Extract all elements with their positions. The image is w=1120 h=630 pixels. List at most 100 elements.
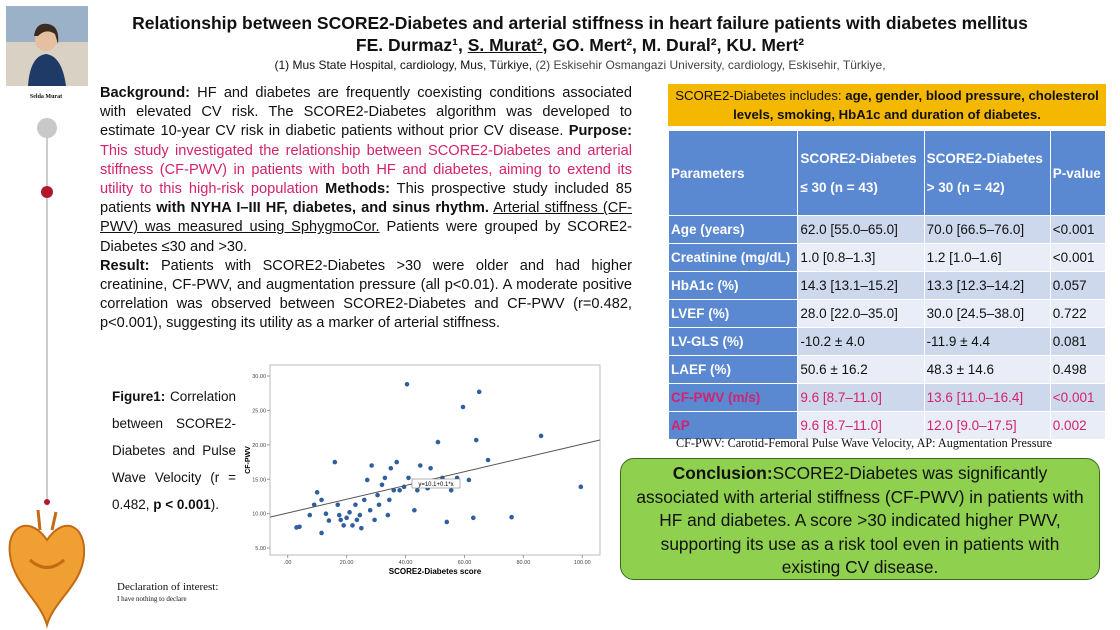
point <box>294 525 299 530</box>
text-run: Conclusion: <box>672 463 773 483</box>
point <box>509 514 514 520</box>
figure-caption: Figure1: Correlation between SCORE2-Diab… <box>112 383 236 518</box>
annotation: y=10.1+0.1*x <box>418 482 453 488</box>
text-run: SCORE2-Diabetes was significantly associ… <box>636 463 1084 577</box>
table-cell: 1.2 [1.0–1.6] <box>923 243 1051 272</box>
table-row: HbA1c (%) 14.3 [13.1–15.2] 13.3 [12.3–14.2… <box>667 271 1107 300</box>
point <box>361 497 367 503</box>
point <box>379 482 385 488</box>
point <box>335 502 341 508</box>
point <box>336 512 342 518</box>
point <box>385 512 391 518</box>
text-run: Figure1: <box>112 389 166 404</box>
text-run: age, gender, blood pressure, cholesterol… <box>733 88 1099 122</box>
table-cell: 14.3 [13.1–15.2] <box>797 271 925 300</box>
point <box>578 484 584 490</box>
table-head: Parameters SCORE2-Diabetes ≤ 30 (n = 43) SC… <box>667 130 1107 216</box>
table-row: AP 9.6 [8.7–11.0] 12.0 [9.0–17.5] 0.002 <box>667 411 1107 440</box>
point <box>391 487 397 493</box>
table-cell: AP <box>667 411 799 440</box>
text-run: (2) Eskisehir Osmangazi University, card… <box>535 58 886 72</box>
table-cell: 50.6 ± 16.2 <box>797 355 925 384</box>
declaration: Declaration of interest: I have nothing … <box>117 581 218 603</box>
table-cell: -11.9 ± 4.4 <box>923 327 1051 356</box>
point <box>353 502 358 508</box>
header-line: P-value <box>1052 165 1101 181</box>
point <box>364 477 370 483</box>
point <box>344 515 349 521</box>
point <box>332 459 338 465</box>
point <box>354 517 360 523</box>
point <box>460 404 466 410</box>
point <box>538 433 544 439</box>
header-cell: SCORE2-Diabetes ≤ 30 (n = 43) <box>797 130 925 216</box>
declaration-text: I have nothing to declare <box>117 595 187 603</box>
point <box>319 497 324 503</box>
point <box>417 463 423 468</box>
affiliations: (1) Mus State Hospital, cardiology, Mus,… <box>80 58 1080 72</box>
table-cell: 0.722 <box>1049 299 1107 328</box>
header-line: ≤ 30 (n = 43) <box>800 180 878 195</box>
table-cell: 9.6 [8.7–11.0] <box>797 411 925 440</box>
point <box>382 475 388 481</box>
x-tick-label: 100.00 <box>574 560 591 566</box>
point <box>319 530 324 536</box>
poster-title: Relationship between SCORE2-Diabetes and… <box>132 13 1028 33</box>
point <box>388 465 394 471</box>
point <box>338 517 344 523</box>
point <box>326 518 332 523</box>
table-row: Age (years) 62.0 [55.0–65.0] 70.0 [66.5–76… <box>667 215 1107 244</box>
table-cell: 62.0 [55.0–65.0] <box>797 215 925 244</box>
point <box>412 507 417 513</box>
header-cell: SCORE2-Diabetes > 30 (n = 42) <box>923 130 1051 216</box>
table-cell: -10.2 ± 4.0 <box>797 327 925 356</box>
point <box>311 502 317 508</box>
text-run: Patients were grouped by SCORE2-Diabetes… <box>100 219 632 255</box>
table-cell: 70.0 [66.5–76.0] <box>923 215 1051 244</box>
table-cell: 13.3 [12.3–14.2] <box>923 271 1051 300</box>
table-cell: 48.3 ± 14.6 <box>923 355 1051 384</box>
table-cell: 1.0 [0.8–1.3] <box>797 243 925 272</box>
table-cell: <0.001 <box>1049 383 1107 412</box>
text-run: with NYHA I–III HF, diabetes, and sinus … <box>156 200 489 217</box>
x-tick-label: 40.00 <box>399 560 413 566</box>
authors: FE. Durmaz¹, S. Murat², GO. Mert², M. Du… <box>80 35 1080 56</box>
table-cell: CF-PWV (m/s) <box>667 383 799 412</box>
table-cell: 0.057 <box>1049 271 1107 300</box>
heart-vessels <box>29 509 65 569</box>
point <box>444 519 450 525</box>
table-cell: LAEF (%) <box>667 355 799 384</box>
table-cell: 9.6 [8.7–11.0] <box>797 383 925 412</box>
x-tick-label: .00 <box>284 560 292 566</box>
point <box>323 511 329 516</box>
text-run: HF and diabetes are frequently coexistin… <box>100 85 632 140</box>
conclusion: Conclusion:SCORE2-Diabetes was significa… <box>620 458 1100 580</box>
point <box>359 525 364 531</box>
point <box>375 492 380 498</box>
heart-illustration <box>8 524 86 629</box>
abstract-paragraph: Background: HF and diabetes are frequent… <box>100 84 632 257</box>
point <box>448 487 454 493</box>
photo-body <box>28 54 66 86</box>
header-cell: Parameters <box>667 130 799 216</box>
abstract: Background: HF and diabetes are frequent… <box>100 84 632 334</box>
x-tick-label: 20.00 <box>340 560 354 566</box>
y-axis-label: CF-PWV <box>245 446 252 474</box>
table-row: CF-PWV (m/s) 9.6 [8.7–11.0] 13.6 [11.0–16.… <box>667 383 1107 412</box>
text-run: SCORE2-Diabetes includes: <box>675 88 846 103</box>
x-tick-label: 80.00 <box>517 560 531 566</box>
annotation-box <box>411 478 461 489</box>
text-run: Result: <box>100 257 150 274</box>
table-cell: 13.6 [11.0–16.4] <box>923 383 1051 412</box>
banner: SCORE2-Diabetes includes: age, gender, b… <box>668 84 1106 126</box>
scatter-chart: 5.00 10.00 15.00 20.00 25.00 30.00 .00 20.00 40.… <box>245 364 601 576</box>
table-cell: LVEF (%) <box>667 299 799 328</box>
header-line: SCORE2-Diabetes <box>800 151 917 166</box>
table-cell: LV-GLS (%) <box>667 327 799 356</box>
point <box>376 502 382 508</box>
text-run: Correlation between SCORE2-Diabetes and … <box>112 389 236 512</box>
table-cell: 0.498 <box>1049 355 1107 384</box>
header-line: > 30 (n = 42) <box>926 180 1005 195</box>
photo-face <box>35 29 57 51</box>
